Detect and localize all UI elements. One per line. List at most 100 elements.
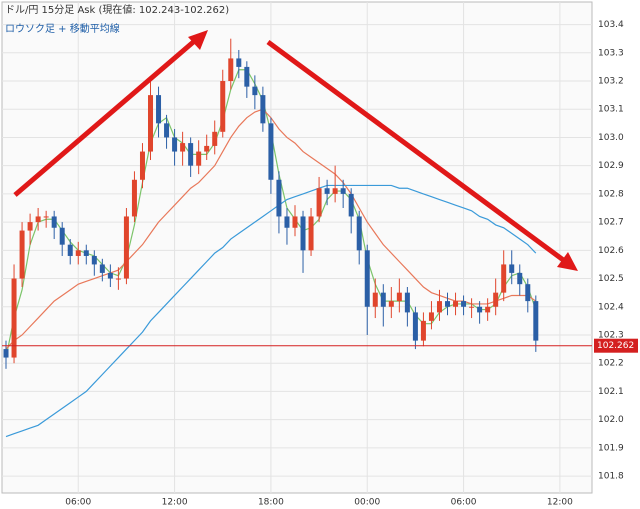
candle-body (156, 95, 162, 124)
candle-body (453, 301, 459, 307)
candle-body (428, 312, 434, 321)
candle-body (35, 216, 41, 223)
y-tick-label: 101.8 (598, 472, 624, 482)
x-tick-label: 12:00 (162, 498, 188, 508)
candle-body (276, 179, 282, 217)
candle-body (43, 216, 49, 218)
y-tick-label: 102.9 (598, 161, 624, 171)
candle-body (445, 301, 451, 307)
candle-body (284, 216, 290, 228)
candle-body (27, 222, 33, 231)
candle-body (236, 58, 242, 67)
y-tick-label: 102.6 (598, 246, 624, 256)
candle-body (420, 320, 426, 341)
candle-body (525, 284, 531, 302)
price-label-box (594, 338, 638, 353)
candle-body (139, 151, 145, 180)
candle-body (83, 250, 89, 256)
candle-body (260, 95, 266, 124)
candle-body (324, 188, 330, 194)
y-tick-label: 102.1 (598, 387, 624, 397)
trend-arrow-down (266, 39, 568, 265)
y-tick-label: 102.8 (598, 189, 624, 199)
candle-body (148, 95, 154, 152)
candle-body (469, 306, 475, 308)
candle-body (3, 349, 9, 358)
x-tick-label: 12:00 (547, 498, 573, 508)
candle-body (485, 306, 491, 313)
y-tick-label: 103.4 (598, 20, 624, 30)
legend-text: ロウソク足 + 移動平均線 (5, 22, 120, 35)
candle-body (372, 292, 378, 307)
candle-body (364, 250, 370, 307)
candle-body (164, 123, 170, 138)
candle-body (188, 143, 194, 166)
x-tick-label: 06:00 (65, 498, 91, 508)
candle-body (501, 264, 507, 293)
x-tick-label: 18:00 (258, 498, 284, 508)
candle-body (509, 264, 515, 273)
candle-body (404, 292, 410, 313)
candle-body (91, 255, 97, 265)
candle-body (99, 264, 105, 273)
y-tick-label: 102.5 (598, 274, 624, 284)
y-tick-label: 103.2 (598, 77, 624, 87)
candle-body (412, 312, 418, 341)
candle-body (316, 188, 322, 217)
arrow-head (188, 30, 208, 50)
candle-body (396, 292, 402, 302)
candle-body (67, 244, 73, 256)
candle-body (517, 272, 523, 285)
candle-body (107, 272, 113, 279)
candle-body (115, 278, 121, 280)
candle-body (268, 123, 274, 180)
candle-body (180, 143, 186, 152)
candle-body (244, 66, 250, 87)
candle-body (332, 188, 338, 194)
candle-body (172, 137, 178, 152)
candle-body (300, 216, 306, 251)
y-tick-label: 102.2 (598, 359, 624, 369)
candle-body (131, 179, 137, 217)
candle-body (308, 216, 314, 251)
candle-body (292, 216, 298, 228)
candle-body (340, 188, 346, 194)
candle-body (477, 306, 483, 313)
y-tick-label: 103.3 (598, 48, 624, 58)
x-tick-label: 00:00 (354, 498, 380, 508)
candle-body (380, 292, 386, 307)
candle-body (252, 86, 258, 96)
candle-body (75, 250, 81, 256)
y-tick-label: 102.3 (598, 330, 624, 340)
y-tick-label: 103.0 (598, 133, 624, 143)
moving-average (5, 184, 537, 438)
y-tick-label: 102.0 (598, 415, 624, 425)
candle-body (533, 301, 539, 341)
candle-body (220, 81, 226, 132)
chart-title: ドル/円 15分足 Ask (現在値: 102.243-102.262) (5, 3, 229, 16)
y-tick-label: 102.4 (598, 302, 624, 312)
y-tick-label: 103.1 (598, 105, 624, 115)
candle-body (388, 301, 394, 307)
candle-body (51, 216, 57, 228)
candle-body (356, 216, 362, 251)
candle-body (123, 216, 129, 279)
candle-body (348, 193, 354, 217)
y-tick-label: 102.7 (598, 218, 624, 228)
candle-body (436, 301, 442, 313)
candle-body (19, 230, 25, 279)
candle-body (493, 292, 499, 307)
price-label: 102.262 (597, 341, 634, 351)
candle-body (11, 278, 17, 358)
candle-body (212, 131, 218, 146)
y-tick-label: 101.9 (598, 443, 624, 453)
plot-area (1, 1, 593, 494)
trend-arrow-up (13, 36, 200, 197)
x-tick-label: 06:00 (451, 498, 477, 508)
candle-body (461, 301, 467, 307)
arrow-head (557, 252, 578, 271)
candle-body (204, 145, 210, 152)
candle-body (228, 58, 234, 82)
